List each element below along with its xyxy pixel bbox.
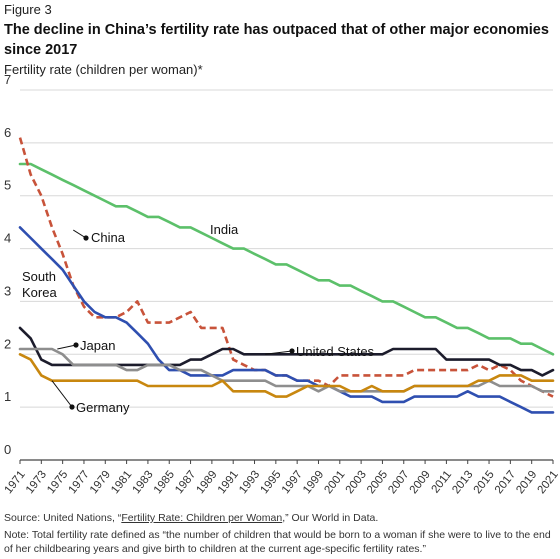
line-chart: 0 1 2 3 4 5 6 7 19711973197519771979198119831985…: [3, 72, 560, 497]
x-tick-label: 1987: [173, 469, 198, 497]
label-leader-japan: [57, 344, 77, 350]
x-tick-label: 1979: [88, 469, 113, 497]
x-tick-label: 1993: [237, 469, 262, 497]
label-dot-china: [83, 235, 89, 241]
label-dot-united-states: [289, 348, 295, 354]
series-label-line: South: [22, 269, 56, 284]
y-tick-label: 6: [4, 125, 11, 140]
x-tick-label: 2019: [514, 469, 539, 497]
source-link[interactable]: Fertility Rate: Children per Woman: [121, 512, 283, 524]
x-tick-label: 2007: [386, 469, 411, 497]
x-tick-label: 2009: [408, 469, 433, 497]
x-tick-label: 1981: [109, 469, 134, 497]
x-tick-label: 2003: [344, 469, 369, 497]
source-prefix: Source: United Nations, “: [4, 512, 122, 524]
series-label-united-states: United States: [296, 344, 375, 359]
label-dot-japan: [73, 342, 79, 348]
series-line-germany: [18, 352, 555, 398]
x-tick-label: 1973: [24, 469, 49, 497]
x-tick-label: 2013: [450, 469, 475, 497]
x-tick-label: 1991: [216, 469, 241, 497]
y-tick-label: 1: [4, 389, 11, 404]
x-tick-label: 2001: [322, 469, 347, 497]
series-label-japan: Japan: [80, 338, 115, 353]
label-leader-united-states: [265, 350, 293, 355]
y-tick-label: 5: [4, 178, 11, 193]
x-tick-label: 2005: [365, 469, 390, 497]
label-leader-germany: [51, 380, 73, 408]
x-tick-label: 1983: [131, 469, 156, 497]
x-tick-label: 2011: [430, 469, 455, 496]
source-line: Source: United Nations, “Fertility Rate:…: [4, 512, 556, 524]
series-line-china: [18, 137, 554, 398]
y-tick-label: 4: [4, 231, 11, 246]
x-tick-label: 1977: [67, 469, 92, 497]
series-label-line: China: [91, 230, 126, 245]
label-dot-germany: [69, 404, 75, 410]
series-label-line: India: [210, 222, 239, 237]
source-suffix: ,” Our World in Data.: [282, 512, 379, 524]
x-tick-label: 1999: [301, 469, 326, 497]
x-tick-label: 1997: [280, 469, 305, 497]
series-label-line: United States: [296, 344, 375, 359]
x-tick-label: 1995: [258, 469, 283, 497]
x-tick-label: 2015: [472, 469, 497, 497]
series-label-germany: Germany: [76, 400, 130, 415]
y-tick-label: 3: [4, 283, 11, 298]
x-tick-label: 1975: [45, 469, 70, 497]
series-line-india: [18, 162, 555, 356]
x-tick-label: 2017: [493, 469, 518, 497]
figure-label: Figure 3: [4, 2, 52, 17]
y-axis-label: Fertility rate (children per woman)*: [4, 62, 203, 77]
series-label-line: Germany: [76, 400, 130, 415]
series-label-south-korea: South Korea: [22, 269, 57, 300]
y-tick-label: 7: [4, 72, 11, 87]
series-line-south-korea: [18, 226, 555, 414]
series-label-india: India: [210, 222, 239, 237]
chart-title: The decline in China’s fertility rate ha…: [4, 22, 549, 58]
y-tick-label: 0: [4, 442, 11, 457]
series-label-line: Korea: [22, 285, 57, 300]
x-tick-label: 1989: [194, 469, 219, 497]
x-tick-label: 2021: [536, 469, 560, 497]
x-tick-label: 1985: [152, 469, 177, 497]
y-tick-label: 2: [4, 336, 11, 351]
series-label-line: Japan: [80, 338, 115, 353]
footnote: Note: Total fertility rate defined as “t…: [4, 529, 551, 555]
x-tick-label: 1971: [3, 469, 28, 497]
series-label-china: China: [91, 230, 126, 245]
